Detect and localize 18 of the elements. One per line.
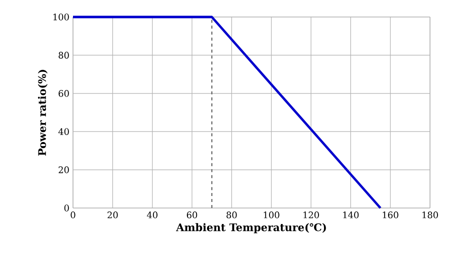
x-tick-label: 140 <box>343 212 359 218</box>
x-tick-label: 40 <box>146 212 158 218</box>
x-tick-label: 80 <box>226 212 237 218</box>
x-tick-label: 180 <box>422 212 438 218</box>
y-tick-label: 100 <box>53 14 69 20</box>
x-tick-label: 120 <box>304 212 319 218</box>
x-tick-label: 100 <box>264 212 280 218</box>
x-tick-label: 60 <box>186 212 198 218</box>
y-tick-label: 20 <box>58 166 69 174</box>
y-tick-label: 60 <box>58 90 69 97</box>
x-axis-title: Ambient Temperature(℃) <box>176 223 326 234</box>
x-tick-label: 160 <box>382 212 398 218</box>
y-axis-title: Power ratio(%) <box>38 70 48 156</box>
y-tick-label: 0 <box>64 204 69 212</box>
y-tick-label: 80 <box>58 52 69 59</box>
y-tick-label: 40 <box>58 128 69 135</box>
x-tick-label: 0 <box>70 212 76 218</box>
x-tick-label: 20 <box>108 212 118 218</box>
